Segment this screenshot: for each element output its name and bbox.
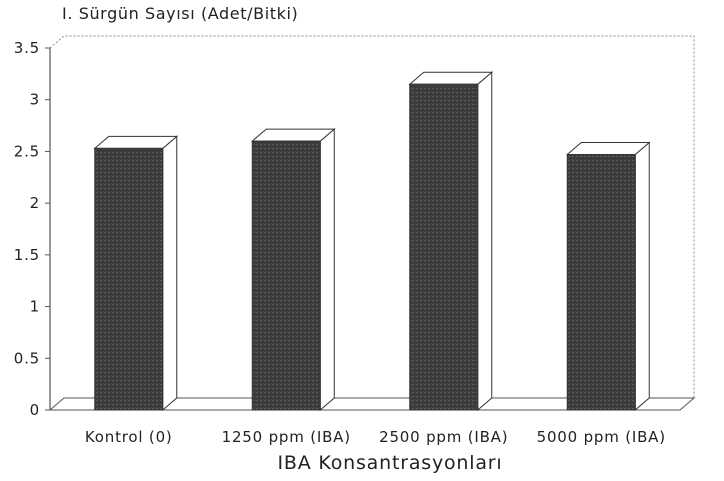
x-tick-label: 1250 ppm (IBA) — [222, 428, 351, 446]
bars — [93, 71, 651, 412]
y-tick-label: 2 — [30, 194, 40, 212]
x-tick-label: 5000 ppm (IBA) — [537, 428, 666, 446]
x-tick-label: 2500 ppm (IBA) — [379, 428, 508, 446]
bar-top — [408, 71, 494, 85]
bar-front — [409, 83, 479, 411]
bar — [93, 135, 179, 412]
y-tick-label: 1 — [30, 298, 40, 316]
bar-top — [250, 128, 336, 142]
y-tick-label: 0.5 — [14, 349, 40, 367]
bar-side — [634, 141, 650, 412]
y-tick-label: 2.5 — [14, 142, 40, 160]
bar-front — [566, 154, 636, 411]
y-tick-label: 0 — [30, 401, 40, 419]
y-axis-title: I. Sürgün Sayısı (Adet/Bitki) — [62, 4, 299, 23]
bar-front — [251, 140, 321, 411]
bar — [408, 71, 494, 412]
plot-back-wall — [49, 35, 695, 398]
x-tick-labels: Kontrol (0) 1250 ppm (IBA) 2500 ppm (IBA) 5… — [85, 428, 666, 446]
bar-top — [93, 135, 179, 149]
y-tick-label: 1.5 — [14, 246, 40, 264]
bar-side — [477, 71, 493, 412]
x-tick-label: Kontrol (0) — [85, 428, 173, 446]
bar-top — [565, 142, 651, 156]
bar-front — [94, 147, 164, 411]
bar — [565, 141, 651, 412]
x-axis-title: IBA Konsantrasyonları — [277, 452, 503, 474]
bar-side — [162, 135, 178, 412]
y-tick-label: 3 — [30, 91, 40, 109]
y-tick-label: 3.5 — [14, 39, 40, 57]
bar — [250, 127, 336, 412]
y-tick-labels: 0 0.5 1 1.5 2 2.5 3 3.5 — [14, 39, 50, 419]
bar-side — [319, 127, 335, 412]
